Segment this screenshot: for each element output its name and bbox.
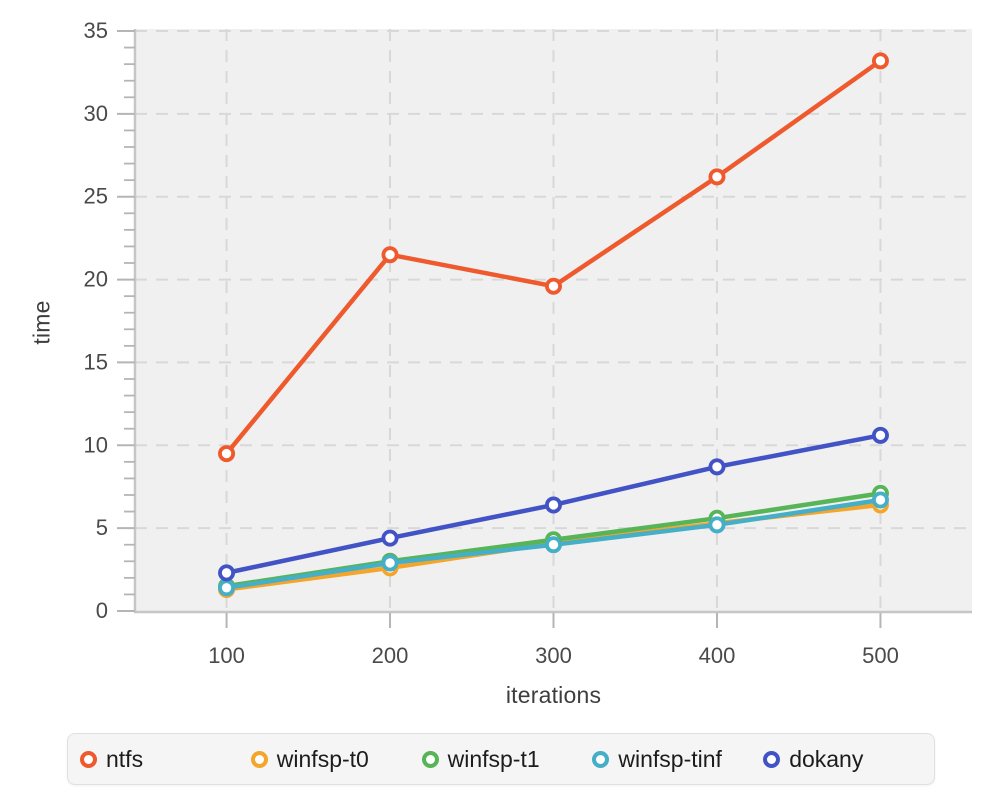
- series-marker-dokany-x400: [708, 458, 726, 476]
- x-tick-label-300: 300: [535, 643, 572, 668]
- y-tick-label-25: 25: [84, 184, 108, 209]
- winfsp-tinf-marker-icon: [592, 750, 610, 768]
- legend-label-winfsp-t0: winfsp-t0: [276, 745, 369, 772]
- winfsp-t1-marker-icon: [421, 750, 439, 768]
- x-tick-label-400: 400: [699, 643, 736, 668]
- legend-item-winfsp-t1[interactable]: winfsp-t1: [421, 745, 593, 773]
- y-tick-label-5: 5: [96, 515, 108, 540]
- series-marker-ntfs-x300: [545, 277, 563, 295]
- series-marker-ntfs-x100: [218, 445, 236, 463]
- series-marker-winfsp-tinf-x200: [381, 554, 399, 572]
- series-marker-winfsp-tinf-x100: [218, 579, 236, 597]
- legend-label-dokany: dokany: [789, 745, 864, 772]
- x-axis-title: iterations: [505, 682, 602, 708]
- series-marker-winfsp-tinf-x500: [871, 491, 889, 509]
- legend-item-dokany[interactable]: dokany: [763, 746, 934, 773]
- y-tick-label-15: 15: [84, 349, 108, 374]
- legend-label-winfsp-tinf: winfsp-tinf: [618, 745, 722, 772]
- winfsp-t0-marker-icon: [250, 750, 268, 768]
- y-tick-label-35: 35: [84, 18, 108, 43]
- series-marker-winfsp-tinf-x300: [545, 536, 563, 554]
- series-marker-dokany-x300: [545, 496, 563, 514]
- legend-item-ntfs[interactable]: ntfs: [80, 746, 251, 773]
- legend-label-ntfs: ntfs: [106, 745, 144, 772]
- series-marker-winfsp-tinf-x400: [708, 516, 726, 534]
- series-marker-dokany-x100: [218, 564, 236, 582]
- y-axis-title: time: [28, 300, 55, 345]
- series-marker-ntfs-x500: [871, 52, 889, 70]
- y-tick-label-30: 30: [84, 101, 108, 126]
- legend-label-winfsp-t1: winfsp-t1: [447, 745, 540, 772]
- ntfs-marker-icon: [80, 750, 97, 768]
- x-tick-label-500: 500: [862, 643, 899, 668]
- legend-item-winfsp-tinf[interactable]: winfsp-tinf: [592, 746, 763, 773]
- series-marker-dokany-x200: [381, 529, 399, 547]
- y-tick-label-20: 20: [84, 267, 108, 292]
- y-tick-label-10: 10: [84, 432, 108, 457]
- plot-svg: 0 5 10 15 20 25 30 35 100 200 300 400 500: [84, 18, 972, 668]
- legend: ntfs winfsp-t0 winfsp-t1 winfsp-tinf dokany: [67, 733, 935, 785]
- x-tick-label-200: 200: [372, 643, 409, 668]
- series-marker-dokany-x500: [871, 426, 889, 444]
- series-marker-ntfs-x400: [708, 168, 726, 186]
- legend-item-winfsp-t0[interactable]: winfsp-t0: [250, 745, 422, 773]
- y-tick-label-0: 0: [96, 598, 108, 623]
- dokany-marker-icon: [763, 750, 781, 768]
- series-marker-ntfs-x200: [381, 246, 399, 264]
- x-tick-label-100: 100: [208, 643, 245, 668]
